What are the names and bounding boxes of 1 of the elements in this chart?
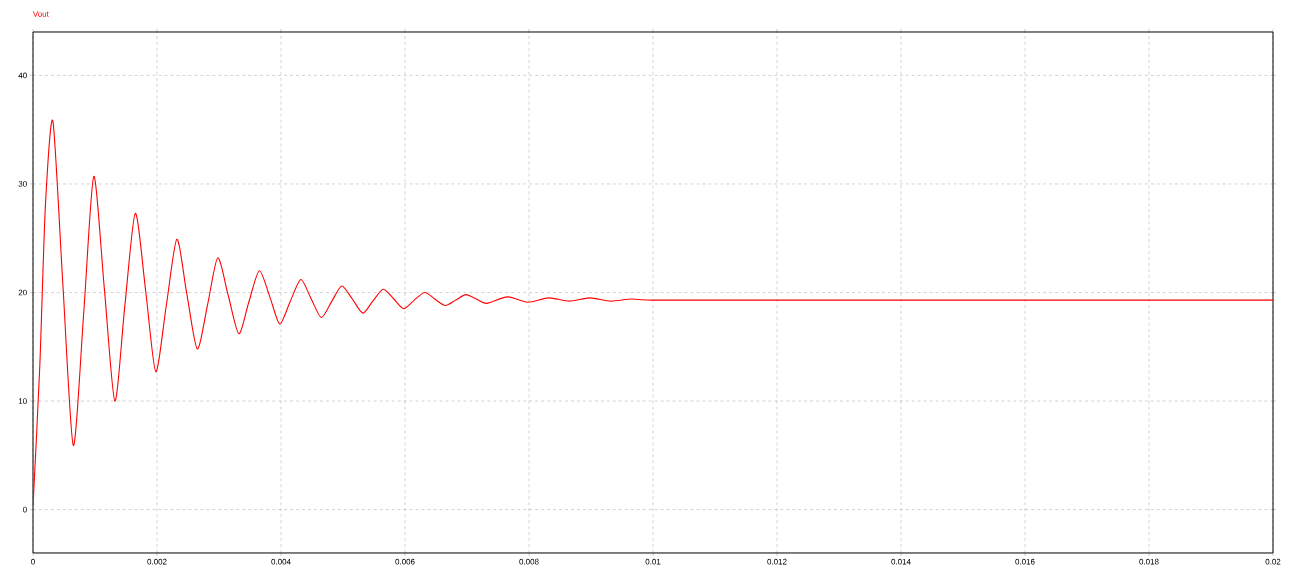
line-series — [33, 120, 1273, 507]
